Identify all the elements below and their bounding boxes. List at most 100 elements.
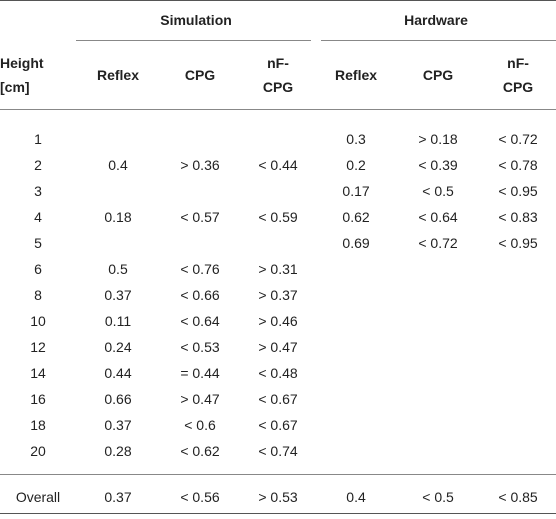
cell-sim-nfcpg xyxy=(240,178,316,204)
group-hardware: Hardware xyxy=(404,11,468,28)
cell-height: 14 xyxy=(30,364,46,381)
cell-hw-nfcpg xyxy=(480,360,556,386)
cell-sim-nfcpg: > 0.31 xyxy=(258,260,298,277)
overall-hw-nfcpg: < 0.85 xyxy=(498,488,538,505)
cell-hw-cpg xyxy=(396,282,480,308)
header-height: Height [cm] xyxy=(0,41,76,110)
cell-sim-reflex: 0.24 xyxy=(104,338,132,355)
cell-sim-reflex: 0.44 xyxy=(104,364,132,381)
table-row: 20 0.28 < 0.62 < 0.74 xyxy=(0,438,556,475)
cell-sim-cpg: < 0.6 xyxy=(184,416,216,433)
cell-sim-nfcpg: > 0.37 xyxy=(258,286,298,303)
table-row: 8 0.37 < 0.66 > 0.37 xyxy=(0,282,556,308)
cell-sim-reflex xyxy=(76,178,160,204)
header-height-line1: Height xyxy=(0,54,44,71)
header-hw-reflex: Reflex xyxy=(335,66,378,83)
cell-height: 8 xyxy=(34,286,42,303)
header-sim-nfcpg-line1: nF- xyxy=(267,54,289,71)
table-row: 5 0.69 < 0.72 < 0.95 xyxy=(0,230,556,256)
cell-hw-nfcpg xyxy=(480,256,556,282)
overall-sim-reflex: 0.37 xyxy=(104,488,132,505)
cell-hw-cpg xyxy=(396,360,480,386)
cell-hw-nfcpg xyxy=(480,334,556,360)
cell-sim-reflex: 0.28 xyxy=(104,442,132,459)
cell-hw-reflex xyxy=(316,256,396,282)
cell-sim-cpg: < 0.66 xyxy=(180,286,220,303)
cell-hw-cpg xyxy=(396,412,480,438)
table-row: 1 0.3 > 0.18 < 0.72 xyxy=(0,110,556,152)
table-row: 18 0.37 < 0.6 < 0.67 xyxy=(0,412,556,438)
cell-sim-nfcpg: < 0.67 xyxy=(258,390,298,407)
cell-hw-cpg xyxy=(396,438,480,475)
cell-sim-cpg: < 0.57 xyxy=(180,208,220,225)
cell-hw-reflex xyxy=(316,412,396,438)
cell-sim-nfcpg: < 0.59 xyxy=(258,208,298,225)
empty-group-cell xyxy=(0,0,76,40)
cell-sim-reflex: 0.66 xyxy=(104,390,132,407)
cell-hw-reflex xyxy=(316,386,396,412)
cell-hw-nfcpg xyxy=(480,386,556,412)
table-row: 12 0.24 < 0.53 > 0.47 xyxy=(0,334,556,360)
table-row: 4 0.18 < 0.57 < 0.59 0.62 < 0.64 < 0.83 xyxy=(0,204,556,230)
cell-sim-nfcpg: < 0.48 xyxy=(258,364,298,381)
cell-hw-nfcpg: < 0.78 xyxy=(498,156,538,173)
cell-sim-nfcpg: < 0.74 xyxy=(258,442,298,459)
cell-height: 2 xyxy=(34,156,42,173)
cell-hw-cpg xyxy=(396,334,480,360)
overall-hw-cpg: < 0.5 xyxy=(422,488,454,505)
header-height-line2: [cm] xyxy=(0,78,30,95)
cell-hw-reflex xyxy=(316,360,396,386)
cell-sim-nfcpg xyxy=(240,230,316,256)
cell-sim-reflex: 0.11 xyxy=(104,312,132,329)
cell-sim-cpg: < 0.76 xyxy=(180,260,220,277)
group-simulation: Simulation xyxy=(160,11,232,28)
header-hw-nfcpg-line1: nF- xyxy=(507,54,529,71)
overall-sim-nfcpg: > 0.53 xyxy=(258,488,298,505)
cell-hw-nfcpg xyxy=(480,412,556,438)
cell-sim-cpg: < 0.53 xyxy=(180,338,220,355)
cell-sim-nfcpg: < 0.44 xyxy=(258,156,298,173)
cell-hw-nfcpg xyxy=(480,438,556,475)
simulation-underline xyxy=(76,39,317,41)
cell-sim-cpg xyxy=(160,178,240,204)
header-hw-nfcpg: nF- CPG xyxy=(480,41,556,110)
cell-hw-cpg xyxy=(396,308,480,334)
overall-hw-reflex: 0.4 xyxy=(346,488,366,505)
cell-sim-cpg: < 0.62 xyxy=(180,442,220,459)
table-row: 2 0.4 > 0.36 < 0.44 0.2 < 0.39 < 0.78 xyxy=(0,152,556,178)
overall-label: Overall xyxy=(15,488,61,505)
cell-height: 20 xyxy=(30,442,46,459)
cell-sim-cpg: < 0.64 xyxy=(180,312,220,329)
cell-sim-cpg: > 0.36 xyxy=(180,156,220,173)
cell-hw-cpg xyxy=(396,386,480,412)
table-row: 6 0.5 < 0.76 > 0.31 xyxy=(0,256,556,282)
cell-height: 4 xyxy=(34,208,42,225)
cell-hw-nfcpg: < 0.95 xyxy=(498,182,538,199)
table-row: 3 0.17 < 0.5 < 0.95 xyxy=(0,178,556,204)
cell-hw-reflex xyxy=(316,282,396,308)
table-row: 14 0.44 = 0.44 < 0.48 xyxy=(0,360,556,386)
cell-hw-nfcpg xyxy=(480,282,556,308)
overall-row: Overall 0.37 < 0.56 > 0.53 0.4 < 0.5 < 0… xyxy=(0,475,556,519)
cell-hw-reflex xyxy=(316,308,396,334)
cell-hw-cpg: < 0.64 xyxy=(418,208,458,225)
cell-height: 1 xyxy=(34,130,42,147)
cell-sim-reflex xyxy=(76,230,160,256)
table-row: 16 0.66 > 0.47 < 0.67 xyxy=(0,386,556,412)
table-row: 10 0.11 < 0.64 > 0.46 xyxy=(0,308,556,334)
cell-sim-reflex: 0.5 xyxy=(108,260,128,277)
hardware-underline xyxy=(311,39,556,41)
cell-hw-nfcpg: < 0.83 xyxy=(498,208,538,225)
cell-sim-nfcpg: > 0.47 xyxy=(258,338,298,355)
cell-hw-nfcpg xyxy=(480,308,556,334)
cell-sim-reflex: 0.37 xyxy=(104,416,132,433)
overall-rule-cell xyxy=(0,473,556,475)
cell-sim-cpg: = 0.44 xyxy=(180,364,220,381)
cell-sim-cpg xyxy=(160,230,240,256)
group-header-row: Simulation Hardware xyxy=(0,0,556,40)
cell-sim-nfcpg: < 0.67 xyxy=(258,416,298,433)
cell-height: 18 xyxy=(30,416,46,433)
column-header-row: Height [cm] Reflex CPG nF- CPG Reflex CP… xyxy=(0,41,556,110)
